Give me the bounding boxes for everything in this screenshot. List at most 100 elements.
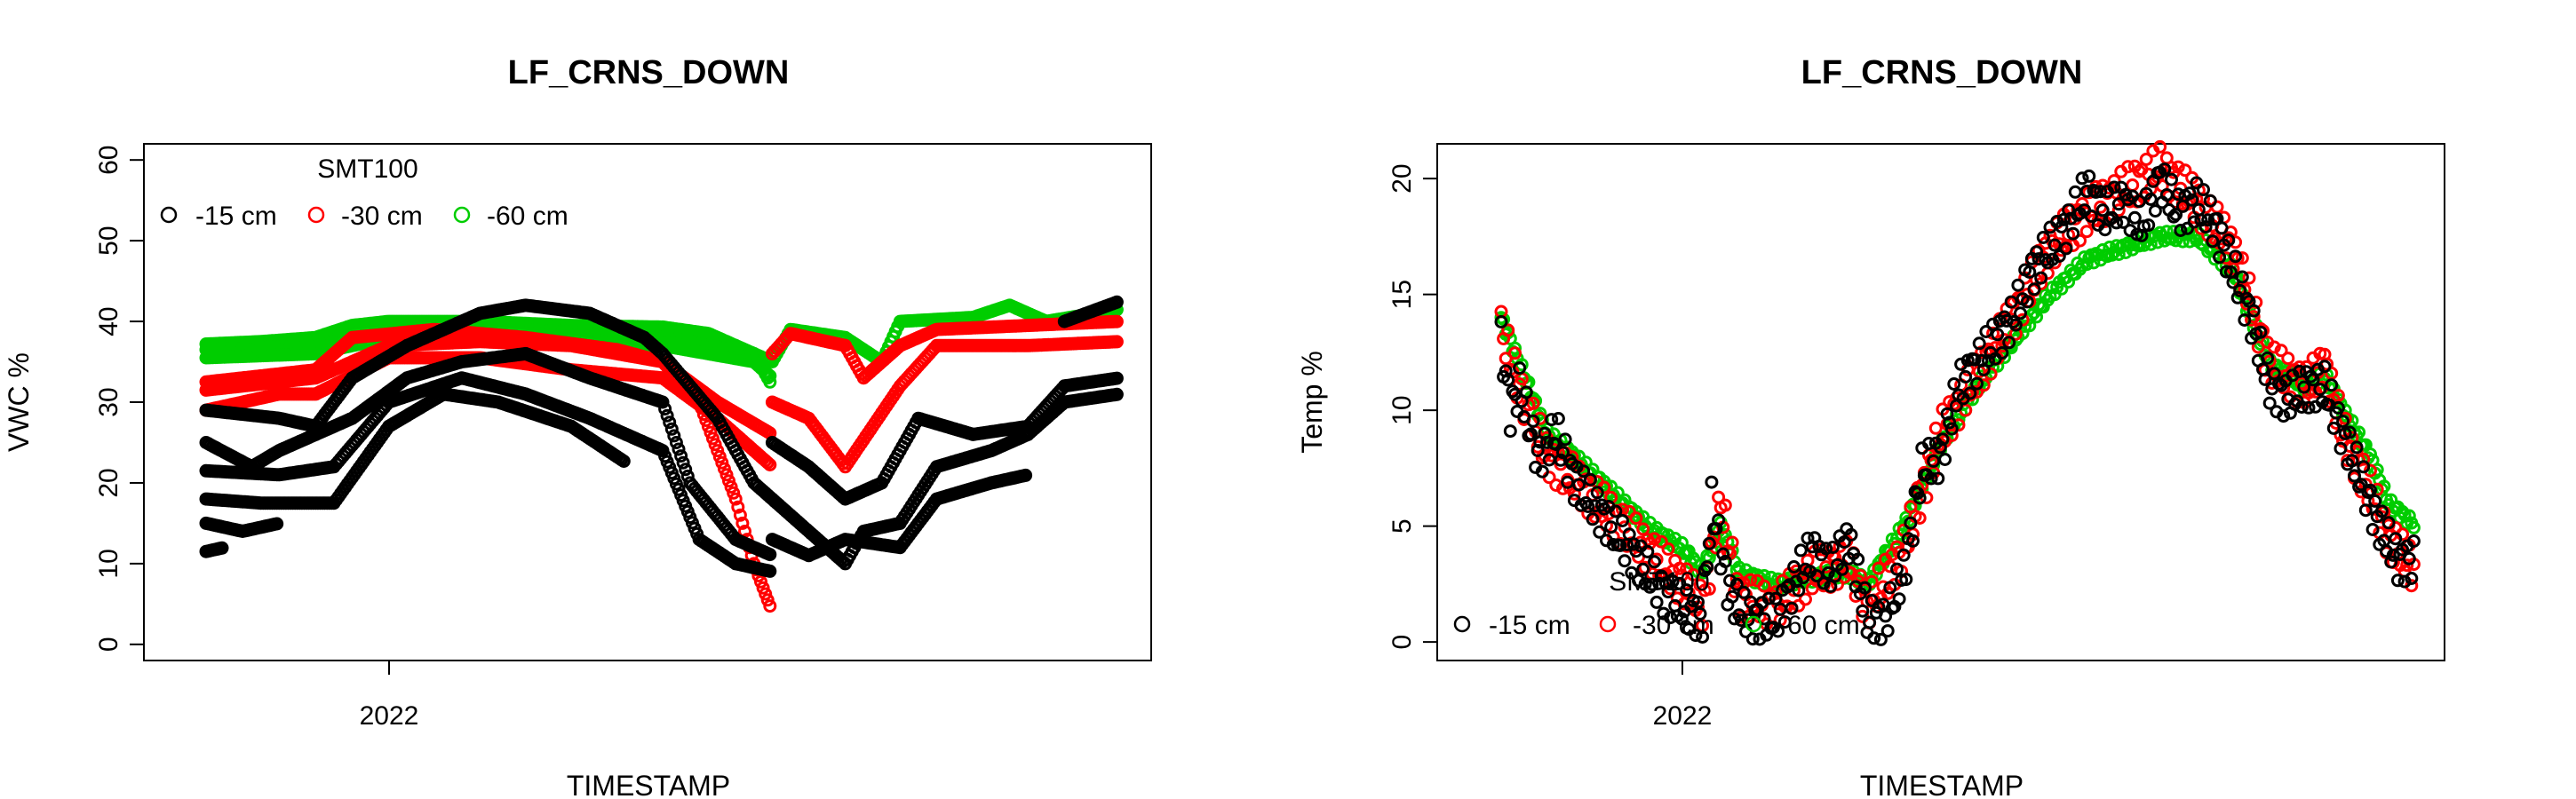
right-data-point xyxy=(1581,500,1595,513)
right-data-point xyxy=(1856,604,1870,618)
right-data-point xyxy=(1831,577,1844,591)
left-data-point xyxy=(1109,335,1124,349)
right-data-point xyxy=(1835,558,1849,573)
right-data-point xyxy=(1674,612,1689,626)
left-data-point xyxy=(215,541,229,555)
right-data-point xyxy=(2187,215,2201,229)
right-y-tick-label: 5 xyxy=(1387,518,1417,534)
right-data-point xyxy=(1497,312,1511,327)
right-data-point xyxy=(2402,551,2416,566)
right-data-point xyxy=(2030,245,2044,259)
right-data-point xyxy=(1771,624,1785,638)
right-data-point xyxy=(1661,542,1675,556)
right-data-point xyxy=(2036,231,2050,244)
right-data-point xyxy=(2047,238,2062,252)
right-data-point xyxy=(2381,516,2396,530)
right-data-point xyxy=(2368,494,2382,508)
right-data-point xyxy=(1972,336,1986,351)
left-series-15cm xyxy=(199,541,229,558)
left-data-point xyxy=(724,480,738,494)
right-data-point xyxy=(1970,376,1984,391)
left-data-point xyxy=(763,368,777,383)
right-data-point xyxy=(2397,574,2412,589)
right-data-point xyxy=(1673,576,1687,590)
left-data-point xyxy=(763,564,777,578)
right-data-point xyxy=(2233,283,2247,297)
left-data-point xyxy=(715,455,729,470)
right-data-point xyxy=(2011,278,2025,292)
right-data-point xyxy=(2148,204,2162,218)
left-data-point xyxy=(1109,371,1124,385)
left-data-marks xyxy=(199,295,1124,613)
right-data-point xyxy=(2169,208,2183,222)
right-data-point xyxy=(2121,160,2135,174)
right-data-point xyxy=(1650,595,1664,609)
right-data-point xyxy=(1583,472,1597,487)
right-data-point xyxy=(1530,443,1545,457)
right-data-point xyxy=(2349,440,2364,455)
right-data-point xyxy=(2034,271,2048,285)
left-data-point xyxy=(759,587,773,601)
right-series-15cm xyxy=(1494,162,2421,646)
right-data-point xyxy=(2008,318,2023,332)
right-data-point xyxy=(1928,421,1943,435)
right-data-point xyxy=(2023,265,2037,279)
right-data-point xyxy=(1817,576,1831,590)
left-legend-marker-60 xyxy=(453,206,471,224)
right-data-point xyxy=(2203,194,2217,208)
right-data-point xyxy=(1501,373,1515,387)
right-data-point xyxy=(1616,514,1629,527)
right-data-point xyxy=(2174,224,2188,237)
left-legend-marker-30 xyxy=(307,206,325,224)
right-data-point xyxy=(1645,577,1659,591)
right-data-point xyxy=(1737,585,1751,599)
right-data-point xyxy=(2230,290,2245,305)
right-data-point xyxy=(1606,538,1620,551)
right-data-point xyxy=(1654,534,1668,549)
right-data-point xyxy=(2294,400,2309,414)
right-data-point xyxy=(1757,579,1771,593)
left-series-30cm xyxy=(765,335,1124,474)
right-data-point xyxy=(1519,385,1533,400)
right-data-point xyxy=(1705,475,1719,489)
right-data-point xyxy=(2158,162,2172,177)
right-legend-marker-15 xyxy=(1453,615,1471,633)
right-data-point xyxy=(2110,216,2124,230)
right-data-point xyxy=(1979,325,1993,338)
right-data-point xyxy=(2386,548,2400,562)
left-data-point xyxy=(708,438,722,452)
right-data-point xyxy=(2167,210,2181,224)
right-data-point xyxy=(2198,220,2213,234)
left-data-point xyxy=(727,486,741,500)
left-data-point xyxy=(672,442,686,456)
right-data-point xyxy=(2107,174,2121,188)
right-data-point xyxy=(1812,539,1826,553)
left-y-tick-label: 40 xyxy=(94,306,123,336)
right-data-point xyxy=(1780,580,1794,594)
right-data-point xyxy=(2297,380,2311,394)
right-data-point xyxy=(2143,193,2158,206)
right-plot-frame xyxy=(1436,143,2445,661)
right-data-point xyxy=(1844,527,1858,542)
right-data-point xyxy=(2334,441,2348,455)
right-data-point xyxy=(2267,340,2281,354)
left-legend-label-30: -30 cm xyxy=(341,202,423,231)
right-data-point xyxy=(1666,574,1680,589)
right-data-point xyxy=(1777,615,1792,629)
right-data-point xyxy=(1991,328,2005,342)
left-data-point xyxy=(728,492,743,506)
right-y-tick-label: 20 xyxy=(1387,163,1417,193)
right-data-point xyxy=(1769,591,1783,605)
left-data-point xyxy=(674,449,688,463)
right-data-point xyxy=(1691,595,1705,609)
right-x-tick-label: 2022 xyxy=(1653,701,1713,731)
right-data-point xyxy=(2073,233,2087,248)
left-data-point xyxy=(663,415,677,430)
right-data-point xyxy=(2153,139,2167,154)
right-data-point xyxy=(2219,265,2233,279)
right-y-axis-label: Temp % xyxy=(1296,351,1328,454)
right-data-point xyxy=(1835,562,1849,576)
